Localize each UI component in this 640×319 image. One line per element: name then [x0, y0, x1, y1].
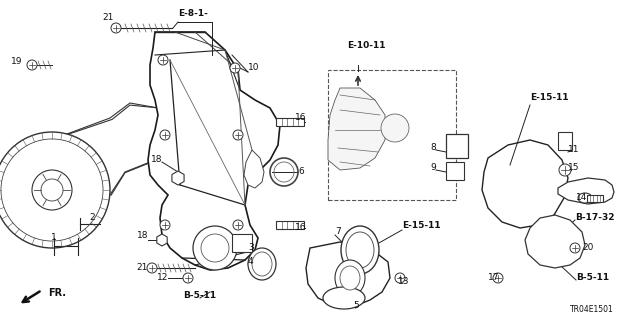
Ellipse shape	[341, 226, 379, 274]
Text: 14: 14	[576, 194, 588, 203]
Bar	[446, 134, 468, 158]
Circle shape	[111, 23, 121, 33]
Ellipse shape	[578, 193, 592, 203]
Text: 19: 19	[10, 57, 22, 66]
Circle shape	[158, 55, 168, 65]
Text: 16: 16	[295, 224, 307, 233]
Bar	[276, 118, 304, 126]
Circle shape	[230, 63, 240, 73]
Bar	[328, 70, 456, 200]
Text: 5: 5	[353, 301, 359, 310]
Text: 18: 18	[150, 155, 162, 165]
Text: 8: 8	[430, 144, 436, 152]
Ellipse shape	[335, 260, 365, 296]
Text: 3: 3	[248, 243, 253, 253]
Text: 16: 16	[295, 114, 307, 122]
Text: 11: 11	[568, 145, 579, 154]
Text: 6: 6	[298, 167, 304, 176]
Text: 21: 21	[102, 13, 114, 23]
Polygon shape	[306, 242, 390, 306]
Ellipse shape	[252, 252, 272, 276]
Polygon shape	[244, 150, 264, 188]
Circle shape	[570, 243, 580, 253]
Polygon shape	[558, 178, 614, 204]
Text: FR.: FR.	[48, 288, 66, 298]
Ellipse shape	[340, 266, 360, 290]
Text: 4: 4	[248, 257, 253, 266]
Text: E-15-11: E-15-11	[402, 220, 440, 229]
Text: E-15-11: E-15-11	[530, 93, 568, 102]
Circle shape	[27, 60, 37, 70]
Circle shape	[381, 114, 409, 142]
Text: 18: 18	[136, 232, 148, 241]
Text: B-17-32: B-17-32	[575, 213, 614, 222]
Text: E-8-1-: E-8-1-	[178, 10, 208, 19]
Text: TR04E1501: TR04E1501	[570, 306, 614, 315]
Text: 20: 20	[582, 243, 593, 253]
Polygon shape	[328, 88, 385, 170]
Bar	[276, 221, 304, 229]
Circle shape	[493, 273, 503, 283]
Text: 17: 17	[488, 273, 500, 283]
Text: E-10-11: E-10-11	[347, 41, 385, 50]
Text: 10: 10	[248, 63, 259, 72]
Text: B-5-11: B-5-11	[184, 292, 216, 300]
Polygon shape	[525, 215, 585, 268]
Text: 9: 9	[430, 164, 436, 173]
Circle shape	[201, 234, 229, 262]
Circle shape	[193, 226, 237, 270]
Circle shape	[32, 170, 72, 210]
Text: 12: 12	[157, 273, 168, 283]
Text: 2: 2	[89, 213, 95, 222]
Ellipse shape	[323, 287, 365, 309]
Text: 13: 13	[398, 278, 410, 286]
Text: 7: 7	[335, 227, 340, 236]
Circle shape	[41, 179, 63, 201]
Polygon shape	[157, 234, 167, 246]
Circle shape	[233, 220, 243, 230]
Bar	[587, 195, 603, 202]
Bar	[446, 162, 464, 180]
Circle shape	[160, 220, 170, 230]
Polygon shape	[172, 171, 184, 185]
Ellipse shape	[346, 232, 374, 268]
Text: 15: 15	[568, 164, 579, 173]
Text: 1: 1	[51, 234, 57, 242]
Text: B-5-11: B-5-11	[576, 273, 609, 283]
Bar	[232, 234, 252, 252]
Circle shape	[395, 273, 405, 283]
Circle shape	[559, 164, 571, 176]
Circle shape	[233, 130, 243, 140]
Bar	[558, 132, 572, 150]
Circle shape	[183, 273, 193, 283]
Circle shape	[147, 263, 157, 273]
Polygon shape	[482, 140, 568, 228]
Ellipse shape	[248, 248, 276, 280]
Polygon shape	[148, 32, 280, 270]
Circle shape	[160, 130, 170, 140]
Text: 21: 21	[136, 263, 148, 272]
